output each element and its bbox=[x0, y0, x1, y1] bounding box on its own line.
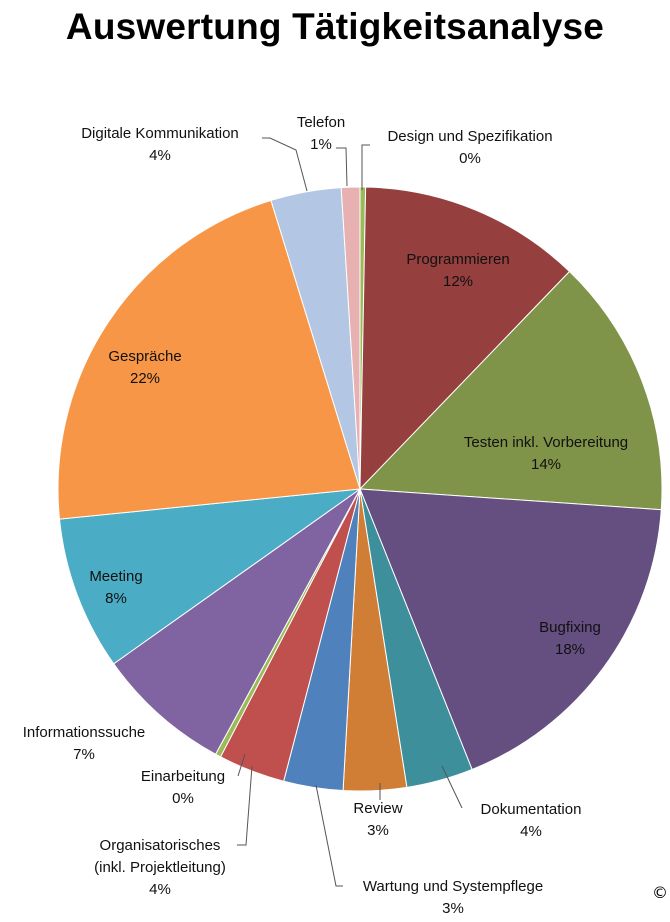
slice-label: Telefon 1% bbox=[297, 114, 345, 153]
chart-title: Auswertung Tätigkeitsanalyse bbox=[65, 6, 605, 47]
pie-slice-meeting bbox=[58, 488, 362, 665]
leader-line bbox=[361, 144, 370, 190]
slice-label: Review 3% bbox=[353, 800, 402, 839]
slice-label: Design und Spezifikation 0% bbox=[387, 128, 552, 167]
pie-slice-testen-inkl-vorbereitung bbox=[358, 270, 663, 511]
pie-slice-informationssuche bbox=[113, 488, 361, 755]
copyright-symbol: © bbox=[652, 883, 668, 902]
leader-line bbox=[237, 765, 253, 846]
slice-label: Organisatorisches (inkl. Projektleitung) 4… bbox=[94, 837, 226, 898]
slice-label: Testen inkl. Vorbereitung 14% bbox=[464, 434, 628, 473]
leader-line bbox=[262, 137, 308, 192]
pie-slices bbox=[57, 186, 663, 792]
pie-slice-programmieren bbox=[359, 186, 571, 491]
leader-line bbox=[315, 784, 343, 887]
leader-lines bbox=[237, 137, 463, 887]
slice-label: Informationssuche 7% bbox=[23, 724, 146, 763]
slice-label: Einarbeitung 0% bbox=[141, 768, 225, 807]
leader-line bbox=[237, 753, 246, 777]
pie-slice-telefon bbox=[340, 186, 361, 490]
slice-labels: Design und Spezifikation 0% Programmieren 1… bbox=[23, 114, 628, 917]
leader-line bbox=[441, 765, 463, 809]
slice-label: Gespräche 22% bbox=[108, 348, 181, 387]
slice-label: Bugfixing 18% bbox=[539, 619, 601, 658]
pie-slice-bugfixing bbox=[359, 488, 662, 771]
leader-line bbox=[336, 147, 348, 187]
slice-label: Wartung und Systempflege 3% bbox=[363, 878, 543, 917]
slice-label: Dokumentation 4% bbox=[481, 801, 582, 840]
slice-label: Digitale Kommunikation 4% bbox=[81, 125, 239, 164]
slice-label: Meeting 8% bbox=[89, 568, 142, 607]
slice-label: Programmieren 12% bbox=[406, 251, 509, 290]
pie-slice-gespräche bbox=[57, 199, 361, 520]
